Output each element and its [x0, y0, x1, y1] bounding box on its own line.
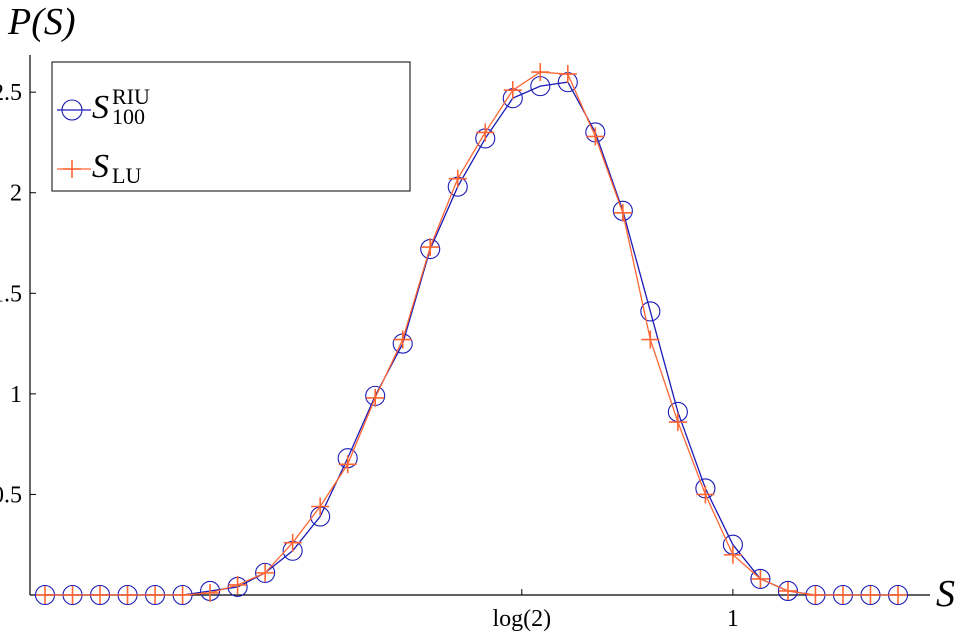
data-point-plus [256, 563, 275, 582]
legend-label-main: S [92, 148, 109, 185]
data-point-plus [173, 586, 192, 604]
x-tick-label: log(2) [492, 606, 551, 632]
data-point-plus [338, 455, 357, 474]
data-point-plus [421, 238, 440, 257]
y-tick-label: 2 [10, 181, 22, 207]
data-point-plus [751, 569, 770, 588]
legend-label: S [92, 89, 109, 126]
legend-label-sub: LU [112, 163, 141, 188]
data-point-circle [777, 580, 798, 602]
data-point-plus [476, 123, 495, 142]
data-point-plus [806, 586, 825, 604]
data-point-plus [558, 65, 577, 84]
data-point-plus [201, 583, 220, 602]
data-point-plus [613, 203, 632, 222]
data-point-plus [91, 586, 110, 604]
legend-label-main: S [92, 89, 109, 126]
data-point-plus [833, 586, 852, 604]
data-point-plus [228, 575, 247, 594]
data-point-plus [311, 497, 330, 516]
data-point-plus [118, 586, 137, 604]
legend-box [51, 61, 411, 192]
legend-marker-plus [63, 160, 81, 178]
data-point-plus [448, 169, 467, 188]
data-point-circle [255, 562, 276, 583]
data-point-plus [36, 586, 54, 604]
y-tick-label: 2.5 [0, 80, 22, 106]
x-axis-title: S [936, 573, 955, 615]
legend-label-sup: RIU [112, 84, 150, 109]
data-point-plus [723, 545, 742, 564]
data-point-plus [641, 330, 660, 349]
data-point-plus [393, 330, 412, 349]
x-tick-label: 1 [727, 606, 739, 632]
data-point-circle [750, 568, 771, 589]
data-point-plus [63, 586, 82, 604]
data-point-plus [668, 413, 687, 432]
data-point-plus [503, 81, 522, 100]
data-point-circle [640, 301, 661, 322]
data-point-plus [283, 533, 302, 552]
legend-label-sub: 100 [112, 104, 145, 129]
data-point-plus [586, 127, 605, 146]
data-point-plus [146, 586, 165, 604]
y-tick-label: 0.5 [0, 482, 22, 508]
data-point-plus [861, 586, 880, 604]
plot-area [34, 63, 909, 606]
legend-label: S [92, 148, 109, 185]
data-point-plus [696, 485, 715, 504]
y-axis-title: P(S) [7, 1, 76, 43]
data-point-plus [778, 581, 797, 600]
data-point-plus [366, 388, 385, 407]
data-point-plus [531, 63, 550, 82]
data-point-plus [889, 586, 907, 604]
y-tick-label: 1.5 [0, 281, 22, 307]
legend-marker-circle [61, 99, 83, 121]
y-tick-label: 1 [10, 382, 22, 408]
